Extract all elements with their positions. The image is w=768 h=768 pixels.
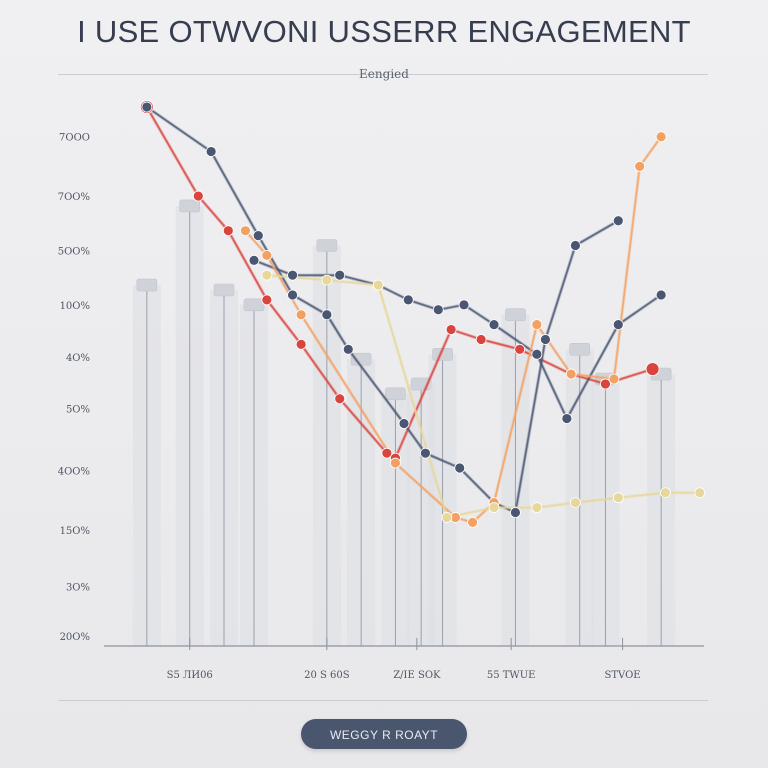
series-4-point-3 xyxy=(441,512,453,523)
series-2-point-11 xyxy=(655,289,667,301)
series-2-point-7 xyxy=(488,319,500,331)
series-0-point-1 xyxy=(192,190,204,202)
series-1-point-13 xyxy=(612,215,624,227)
series-4-point-6 xyxy=(570,497,581,509)
series-3-point-2 xyxy=(295,309,307,321)
series-4-point-0 xyxy=(261,269,273,281)
series-0-point-5 xyxy=(334,393,346,405)
series-3-point-10 xyxy=(634,160,646,172)
series-3-point-9 xyxy=(608,373,620,385)
series-2-point-1 xyxy=(287,269,298,281)
series-4-point-1 xyxy=(321,274,333,286)
series-1-point-0 xyxy=(141,101,153,113)
y-tick-label-5: 4O% xyxy=(66,353,90,364)
series-1-point-5 xyxy=(342,343,354,355)
series-line-3 xyxy=(244,135,663,524)
y-tick-label-8: 7OO% xyxy=(58,192,90,203)
series-0-point-9 xyxy=(475,334,487,345)
bar-cap-3 xyxy=(243,298,265,312)
x-tick-label-0: S5 ЛИ06 xyxy=(167,670,213,681)
series-4-point-8 xyxy=(660,487,671,499)
series-2-point-4 xyxy=(402,294,414,306)
series-2-point-2 xyxy=(334,269,346,281)
y-tick-label-0: 20O% xyxy=(60,632,90,643)
series-4-point-5 xyxy=(531,502,543,513)
y-tick-label-4: 5O% xyxy=(66,405,90,416)
series-2-point-6 xyxy=(458,299,470,311)
bar-cap-5 xyxy=(350,352,372,366)
series-3-point-8 xyxy=(565,368,577,380)
series-1-point-3 xyxy=(287,289,298,301)
series-0-point-8 xyxy=(445,324,457,335)
series-0-point-3 xyxy=(261,294,273,306)
bar-cap-4 xyxy=(316,239,338,252)
series-1-point-1 xyxy=(205,146,217,157)
x-tick-label-1: 20 S 60S xyxy=(304,670,350,681)
series-points xyxy=(139,100,706,528)
chart-subtitle: Eengied xyxy=(359,67,409,81)
series-2-point-10 xyxy=(612,319,624,331)
series-0-point-4 xyxy=(295,338,307,350)
y-tick-label-9: 7OOO xyxy=(59,133,90,144)
chart-title: I USE OTWVONI USSERR ENGAGEMENT xyxy=(77,14,691,49)
bar-cap-9 xyxy=(505,308,526,322)
series-line-1 xyxy=(145,106,620,514)
bar-cap-0 xyxy=(136,278,158,292)
series-2-point-9 xyxy=(561,413,573,424)
series-0-point-2 xyxy=(222,225,234,237)
series-1-point-11 xyxy=(540,334,551,345)
background-bars xyxy=(132,199,676,646)
series-4-point-9 xyxy=(694,487,706,499)
y-tick-label-7: 5OO% xyxy=(58,246,90,257)
series-1-point-8 xyxy=(454,462,466,474)
y-tick-label-2: 15O% xyxy=(60,526,90,537)
series-0-point-6 xyxy=(381,447,393,459)
x-tick-label-4: STVOE xyxy=(605,670,641,681)
bar-cap-2 xyxy=(213,283,235,297)
series-4-point-4 xyxy=(488,502,500,513)
y-tick-label-6: 10O% xyxy=(60,301,90,312)
bar-cap-10 xyxy=(569,343,591,356)
x-tick-labels: S5 ЛИ06 20 S 60S Z/IE SOK 55 TWUE STVOE xyxy=(167,638,641,681)
bar-cap-1 xyxy=(179,199,201,213)
series-1-point-4 xyxy=(321,309,333,321)
footer-divider xyxy=(58,700,708,701)
series-3-point-11 xyxy=(655,131,667,143)
bar-cap-6 xyxy=(385,387,406,401)
series-1-point-2 xyxy=(252,230,264,242)
series-1-point-10 xyxy=(510,507,521,518)
series-1-point-6 xyxy=(398,418,410,429)
x-tick-label-2: Z/IE SOK xyxy=(393,670,441,681)
series-line-2 xyxy=(253,259,663,420)
series-4-point-2 xyxy=(372,279,384,291)
series-4-point-7 xyxy=(612,492,624,504)
title-divider xyxy=(58,74,708,75)
series-1-point-7 xyxy=(420,447,431,459)
series-2-point-5 xyxy=(432,304,444,316)
x-tick-label-3: 55 TWUE xyxy=(487,670,536,681)
y-tick-labels: 20O% 3O% 15O% 4OO% 5O% 4O% 10O% 5OO% 7OO% 7OOO xyxy=(58,133,90,643)
series-2-point-0 xyxy=(248,254,260,266)
series-3-point-1 xyxy=(261,249,273,261)
series-0-point-13 xyxy=(645,362,660,377)
view-report-button[interactable]: WEGGY R ROAYT xyxy=(301,719,467,749)
series-3-point-7 xyxy=(531,319,543,331)
series-3-point-3 xyxy=(390,457,401,469)
series-0-point-12 xyxy=(600,378,611,390)
series-1-point-12 xyxy=(570,240,581,251)
series-2-point-8 xyxy=(531,348,543,360)
series-0-point-10 xyxy=(514,343,526,355)
series-3-point-5 xyxy=(467,516,478,528)
y-tick-label-3: 4OO% xyxy=(58,466,90,477)
series-3-point-0 xyxy=(240,225,251,237)
y-tick-label-1: 3O% xyxy=(66,583,90,594)
